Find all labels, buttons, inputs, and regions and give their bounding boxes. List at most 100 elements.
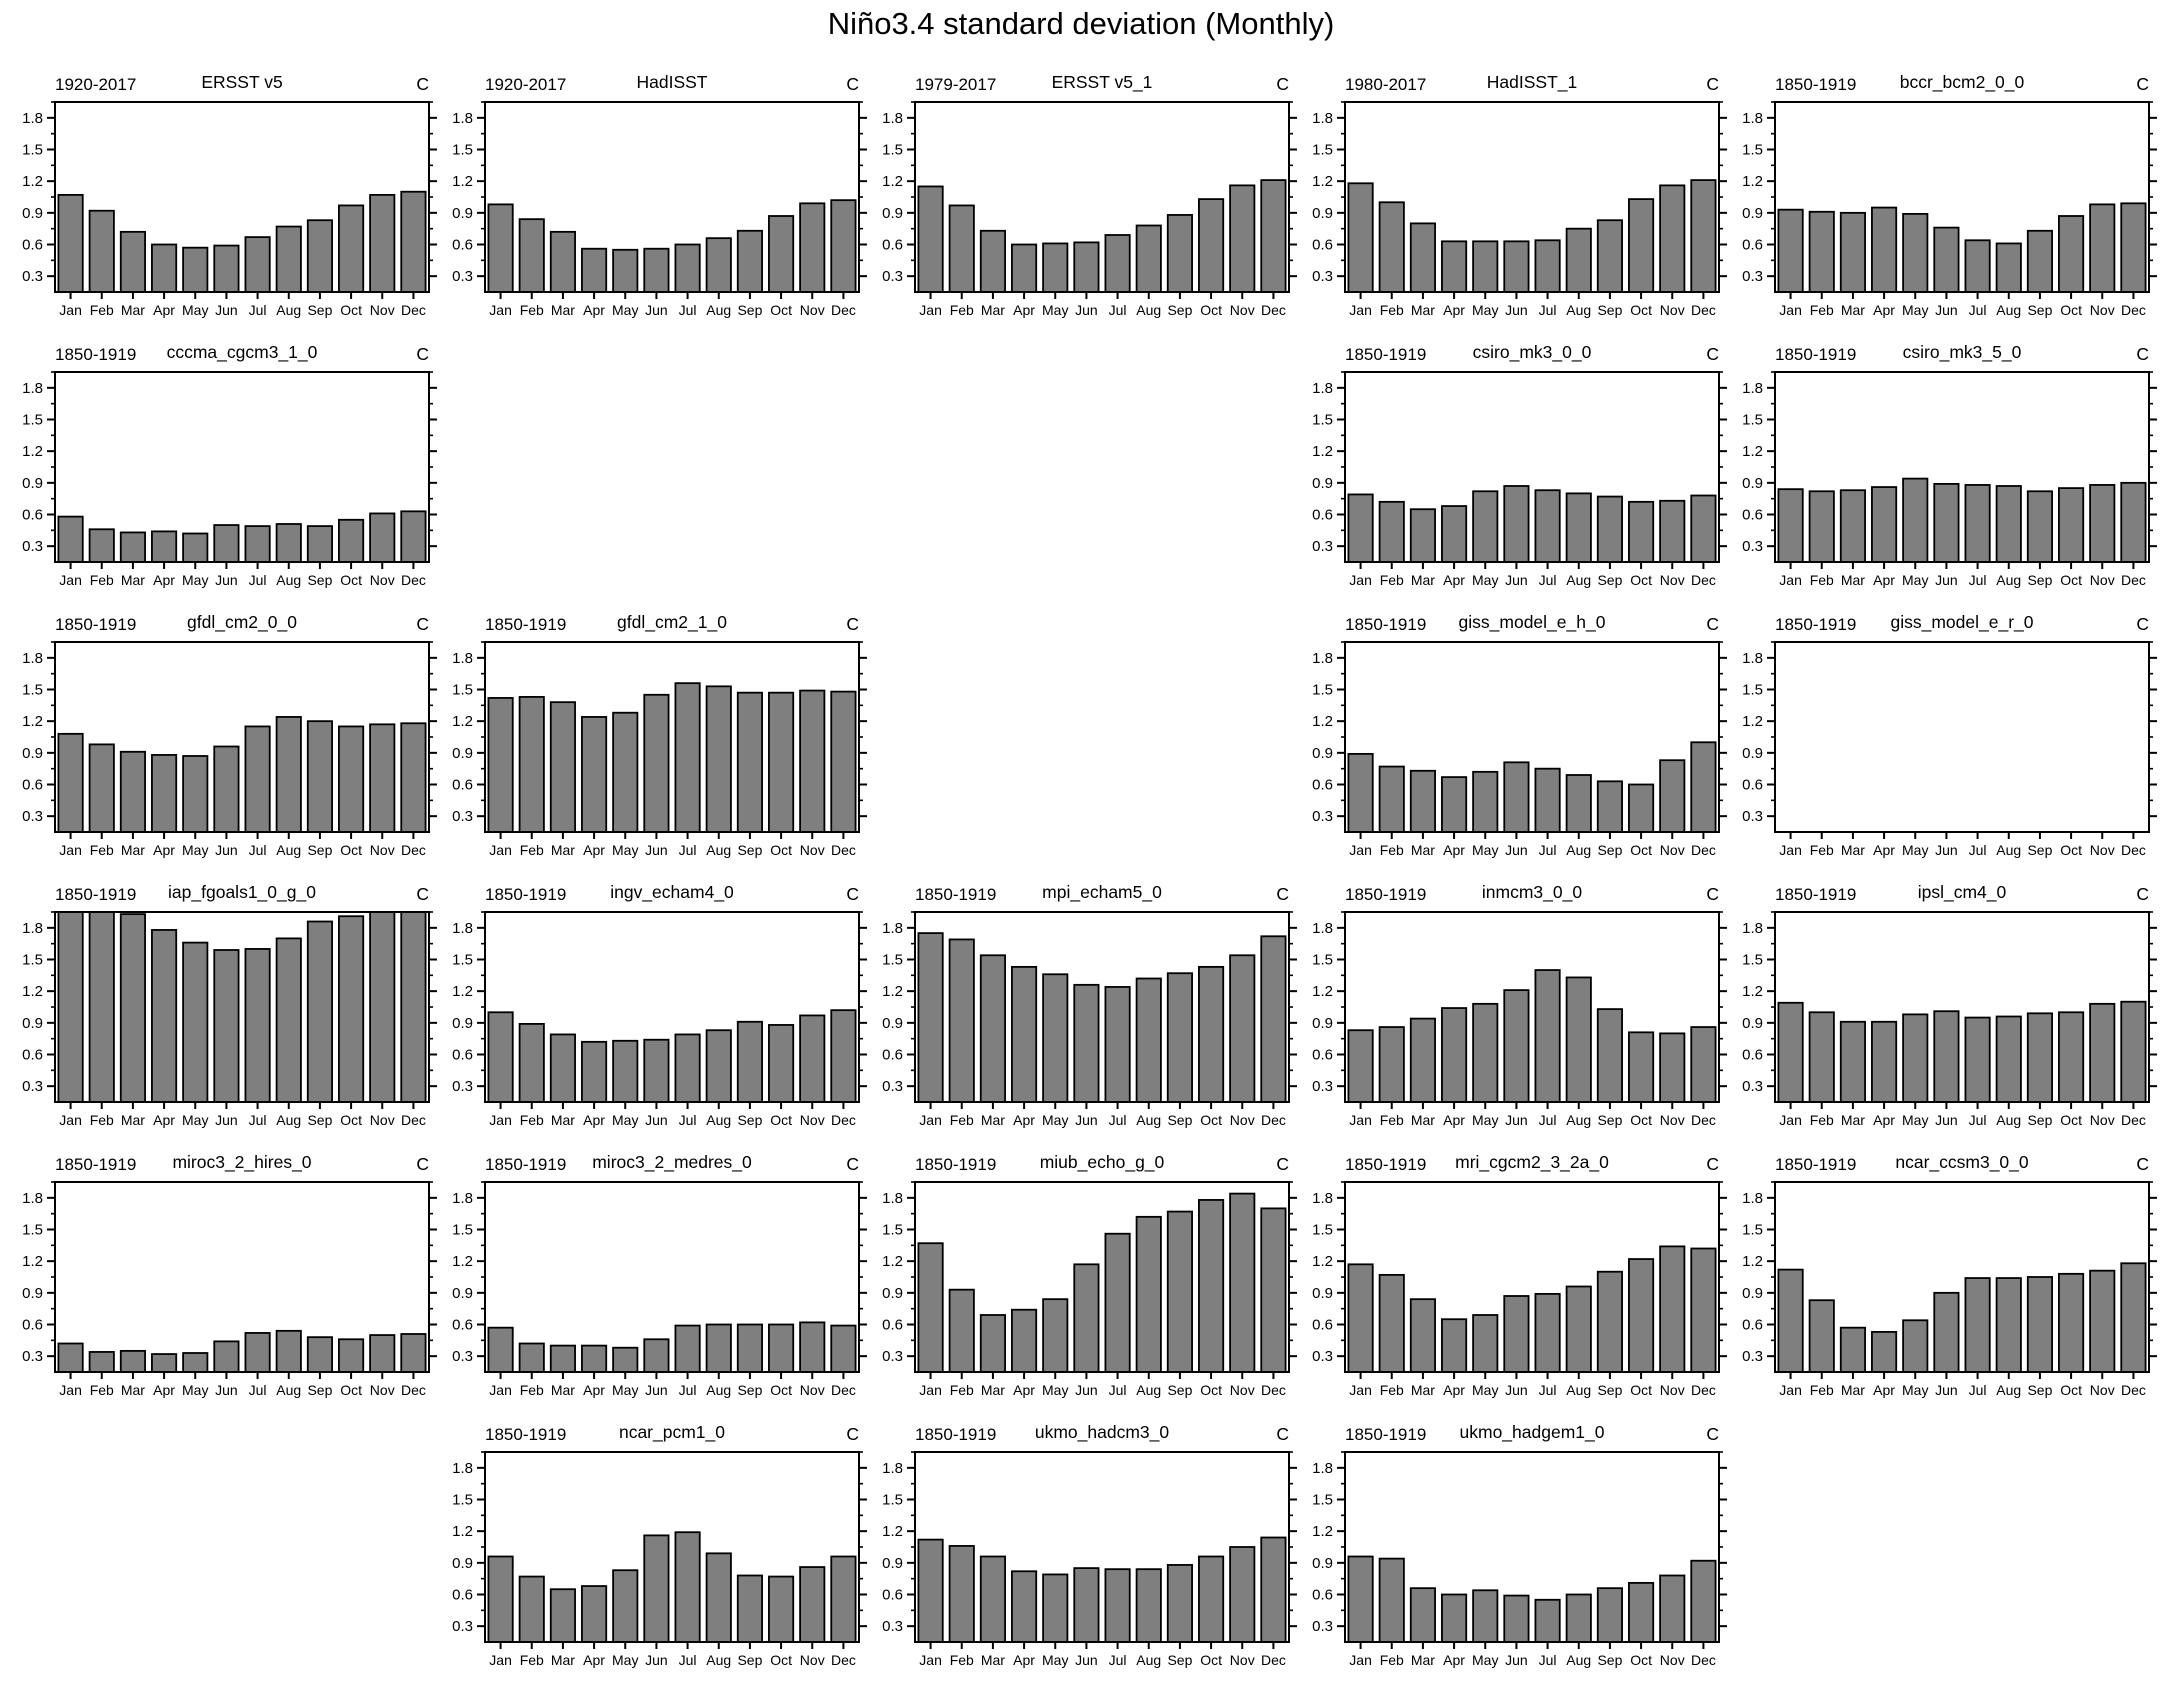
x-tick-label: Apr bbox=[1013, 1112, 1035, 1128]
x-tick-label: Oct bbox=[1200, 1382, 1222, 1398]
panel-unit-label: C bbox=[1706, 1424, 1719, 1444]
y-tick-label: 1.8 bbox=[452, 650, 473, 667]
bar-jan bbox=[487, 697, 514, 833]
x-tick-label: Oct bbox=[770, 842, 792, 858]
x-tick-label: Feb bbox=[520, 1652, 544, 1668]
y-tick-label: 0.3 bbox=[452, 1618, 473, 1635]
x-tick-label: Jul bbox=[249, 302, 267, 318]
panel-model-title: cccma_cgcm3_1_0 bbox=[166, 342, 318, 362]
bar-sep bbox=[736, 229, 763, 293]
y-tick-label: 1.5 bbox=[22, 412, 43, 429]
bar-oct bbox=[768, 215, 795, 293]
x-tick-label: Dec bbox=[2121, 572, 2146, 588]
bar-chart: 0.3 0.6 0.9 1.2 1.5 1.8 Jan Feb Mar Apr May Jun Jul A… bbox=[882, 101, 1297, 318]
x-tick-label: Mar bbox=[1841, 1112, 1865, 1128]
bar-sep bbox=[736, 1323, 763, 1373]
x-tick-label: Dec bbox=[1691, 842, 1716, 858]
bar-oct bbox=[338, 518, 365, 563]
y-tick-label: 1.8 bbox=[452, 110, 473, 127]
bar-feb bbox=[1378, 201, 1405, 293]
bar-chart: 0.3 0.6 0.9 1.2 1.5 1.8 Jan Feb Mar Apr May Jun Jul A… bbox=[882, 1181, 1297, 1398]
y-tick-label: 1.5 bbox=[1742, 682, 1763, 699]
x-tick-label: Sep bbox=[1597, 302, 1622, 318]
bar-jun bbox=[1073, 1567, 1100, 1643]
panel-unit-label: C bbox=[846, 74, 859, 94]
panel-header: 1850-1919 miroc3_2_hires_0 C bbox=[9, 1152, 439, 1176]
bar-mar bbox=[1839, 1020, 1866, 1103]
bar-mar bbox=[979, 954, 1006, 1103]
x-tick-label: Nov bbox=[1660, 842, 1685, 858]
y-tick-label: 0.9 bbox=[1312, 1015, 1333, 1032]
x-tick-label: Nov bbox=[1660, 302, 1685, 318]
x-tick-label: Jan bbox=[919, 1382, 942, 1398]
bar-aug bbox=[705, 1552, 732, 1643]
x-tick-label: Feb bbox=[1380, 302, 1404, 318]
x-tick-label: Jun bbox=[1935, 1112, 1958, 1128]
x-tick-label: May bbox=[182, 1382, 208, 1398]
x-tick-label: Apr bbox=[1013, 1382, 1035, 1398]
bar-chart: 0.3 0.6 0.9 1.2 1.5 1.8 Jan Feb Mar Apr May Jun Jul A… bbox=[1312, 1451, 1727, 1668]
bar-jan bbox=[1347, 1029, 1374, 1103]
x-tick-label: Mar bbox=[121, 842, 145, 858]
bar-chart: 0.3 0.6 0.9 1.2 1.5 1.8 Jan Feb Mar Apr May Jun Jul A… bbox=[1312, 371, 1727, 588]
bar-nov bbox=[1659, 184, 1686, 293]
panel-header: 1850-1919 ukmo_hadcm3_0 C bbox=[869, 1422, 1299, 1446]
bar-may bbox=[1902, 1319, 1929, 1373]
y-tick-label: 0.3 bbox=[1742, 538, 1763, 555]
bar-mar bbox=[1409, 1298, 1436, 1373]
bar-chart: 0.3 0.6 0.9 1.2 1.5 1.8 Jan Feb Mar Apr May Jun Jul A… bbox=[22, 101, 437, 318]
bar-jul bbox=[244, 948, 271, 1103]
bar-jul bbox=[1534, 239, 1561, 293]
x-tick-label: May bbox=[1042, 1382, 1068, 1398]
x-tick-label: Jul bbox=[1969, 842, 1987, 858]
y-tick-label: 0.6 bbox=[22, 777, 43, 794]
panel-period-label: 1850-1919 bbox=[1775, 345, 1857, 364]
panel-header: 1850-1919 csiro_mk3_0_0 C bbox=[1299, 342, 1729, 366]
x-tick-label: Sep bbox=[1167, 1652, 1192, 1668]
x-tick-label: Aug bbox=[1566, 1112, 1591, 1128]
x-tick-label: Aug bbox=[1136, 1112, 1161, 1128]
bar-oct bbox=[768, 691, 795, 833]
y-tick-label: 1.2 bbox=[452, 173, 473, 190]
panel-period-label: 1979-2017 bbox=[915, 75, 997, 94]
x-tick-label: Oct bbox=[2060, 302, 2082, 318]
bar-nov bbox=[369, 1334, 396, 1373]
bar-chart: 0.3 0.6 0.9 1.2 1.5 1.8 Jan Feb Mar Apr May Jun Jul A… bbox=[1312, 911, 1727, 1128]
x-tick-label: Oct bbox=[1630, 1652, 1652, 1668]
x-tick-label: Feb bbox=[1810, 842, 1834, 858]
panel-period-label: 1850-1919 bbox=[55, 1155, 137, 1174]
bar-may bbox=[1472, 1589, 1499, 1643]
chart-panel-hadisst: 1920-2017 HadISST C 0.3 0.6 0.9 1.2 1.5 1.8 Ja… bbox=[439, 72, 869, 340]
x-tick-label: Oct bbox=[770, 1112, 792, 1128]
x-tick-label: Feb bbox=[1810, 1112, 1834, 1128]
x-tick-label: Oct bbox=[2060, 572, 2082, 588]
x-tick-label: Oct bbox=[1630, 1382, 1652, 1398]
y-tick-label: 0.9 bbox=[1742, 475, 1763, 492]
bar-may bbox=[1472, 240, 1499, 293]
bar-feb bbox=[518, 1342, 545, 1373]
bar-chart: 0.3 0.6 0.9 1.2 1.5 1.8 Jan Feb Mar Apr May Jun Jul A… bbox=[452, 1451, 867, 1668]
panel-model-title: ingv_echam4_0 bbox=[610, 882, 734, 902]
y-tick-label: 0.9 bbox=[22, 1015, 43, 1032]
x-tick-label: May bbox=[1902, 1382, 1928, 1398]
y-tick-label: 0.3 bbox=[1312, 1078, 1333, 1095]
x-tick-label: Feb bbox=[950, 1382, 974, 1398]
bar-feb bbox=[1378, 1557, 1405, 1643]
x-tick-label: Feb bbox=[1810, 302, 1834, 318]
bar-may bbox=[182, 532, 209, 563]
panel-header: 1850-1919 giss_model_e_r_0 C bbox=[1729, 612, 2159, 636]
x-tick-label: Dec bbox=[401, 1382, 426, 1398]
bar-nov bbox=[1229, 954, 1256, 1103]
x-tick-label: Nov bbox=[370, 302, 395, 318]
x-tick-label: Aug bbox=[1136, 1382, 1161, 1398]
panel-header: 1850-1919 ncar_ccsm3_0_0 C bbox=[1729, 1152, 2159, 1176]
bar-dec bbox=[400, 190, 427, 293]
bar-dec bbox=[400, 510, 427, 563]
x-tick-label: Nov bbox=[2090, 1112, 2115, 1128]
x-tick-label: Feb bbox=[1810, 1382, 1834, 1398]
bar-feb bbox=[1808, 1299, 1835, 1373]
bar-dec bbox=[400, 1333, 427, 1373]
x-tick-label: Mar bbox=[981, 1112, 1005, 1128]
bar-aug bbox=[1995, 242, 2022, 293]
x-tick-label: Oct bbox=[2060, 1382, 2082, 1398]
